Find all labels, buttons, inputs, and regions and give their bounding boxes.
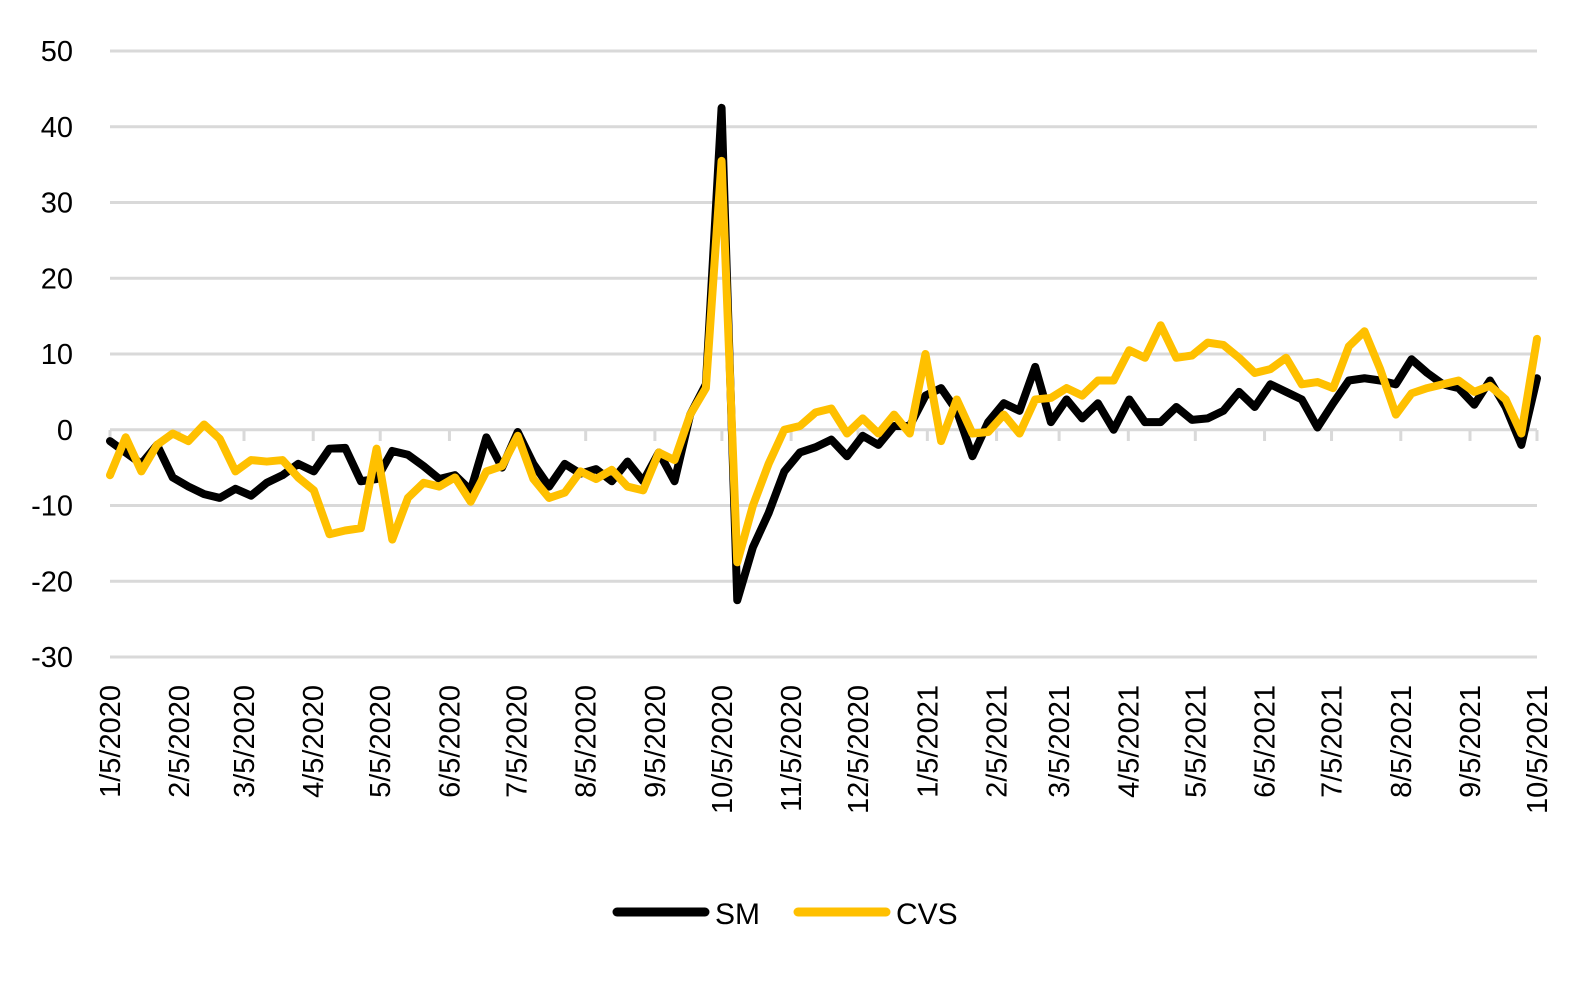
x-tick-label: 2/5/2020 xyxy=(164,685,196,798)
y-tick-label: 10 xyxy=(41,339,73,371)
x-tick-label: 7/5/2021 xyxy=(1317,685,1349,798)
x-tick-label: 3/5/2020 xyxy=(229,685,261,798)
y-tick-label: 0 xyxy=(57,415,73,447)
x-tick-label: 4/5/2020 xyxy=(298,685,330,798)
legend: SM CVS xyxy=(612,898,958,931)
x-tick-label: 1/5/2021 xyxy=(912,685,944,798)
legend-label-sm: SM xyxy=(715,898,760,931)
x-tick-label: 11/5/2020 xyxy=(776,685,808,812)
x-axis-ticks: 1/5/2020 2/5/2020 3/5/2020 4/5/2020 5/5/2020… xyxy=(95,685,1554,814)
legend-label-cvs: CVS xyxy=(896,898,958,931)
x-tick-label: 2/5/2021 xyxy=(982,685,1014,798)
y-tick-label: 30 xyxy=(41,188,73,220)
x-tick-label: 6/5/2021 xyxy=(1250,685,1282,798)
y-tick-label: -20 xyxy=(31,566,73,598)
y-tick-label: 50 xyxy=(41,36,73,68)
x-tick-label: 12/5/2020 xyxy=(843,685,875,814)
x-tick-label: 10/5/2020 xyxy=(707,685,739,814)
y-tick-label: -30 xyxy=(31,642,73,674)
x-tick-label: 3/5/2021 xyxy=(1044,685,1076,798)
x-tick-label: 8/5/2020 xyxy=(571,685,603,798)
x-tick-label: 5/5/2021 xyxy=(1180,685,1212,798)
y-tick-label: 40 xyxy=(41,112,73,144)
y-axis-ticks: 50 40 30 20 10 0 -10 -20 -30 xyxy=(31,36,73,674)
x-tick-label: 4/5/2021 xyxy=(1113,685,1145,798)
x-tick-label: 6/5/2020 xyxy=(434,685,466,798)
y-tick-label: -10 xyxy=(31,491,73,523)
gridlines xyxy=(108,49,1539,659)
x-tick-label: 8/5/2021 xyxy=(1386,685,1418,798)
x-tick-label: 5/5/2020 xyxy=(365,685,397,798)
x-tick-label: 1/5/2020 xyxy=(95,685,127,798)
series-line-cvs xyxy=(106,156,1541,567)
series-line-sm xyxy=(106,103,1541,605)
x-tick-label: 10/5/2021 xyxy=(1522,685,1554,814)
series-lines xyxy=(106,103,1541,605)
x-tick-label: 9/5/2021 xyxy=(1455,685,1487,798)
y-tick-label: 20 xyxy=(41,263,73,295)
x-tick-label: 7/5/2020 xyxy=(501,685,533,798)
x-tick-label: 9/5/2020 xyxy=(640,685,672,798)
